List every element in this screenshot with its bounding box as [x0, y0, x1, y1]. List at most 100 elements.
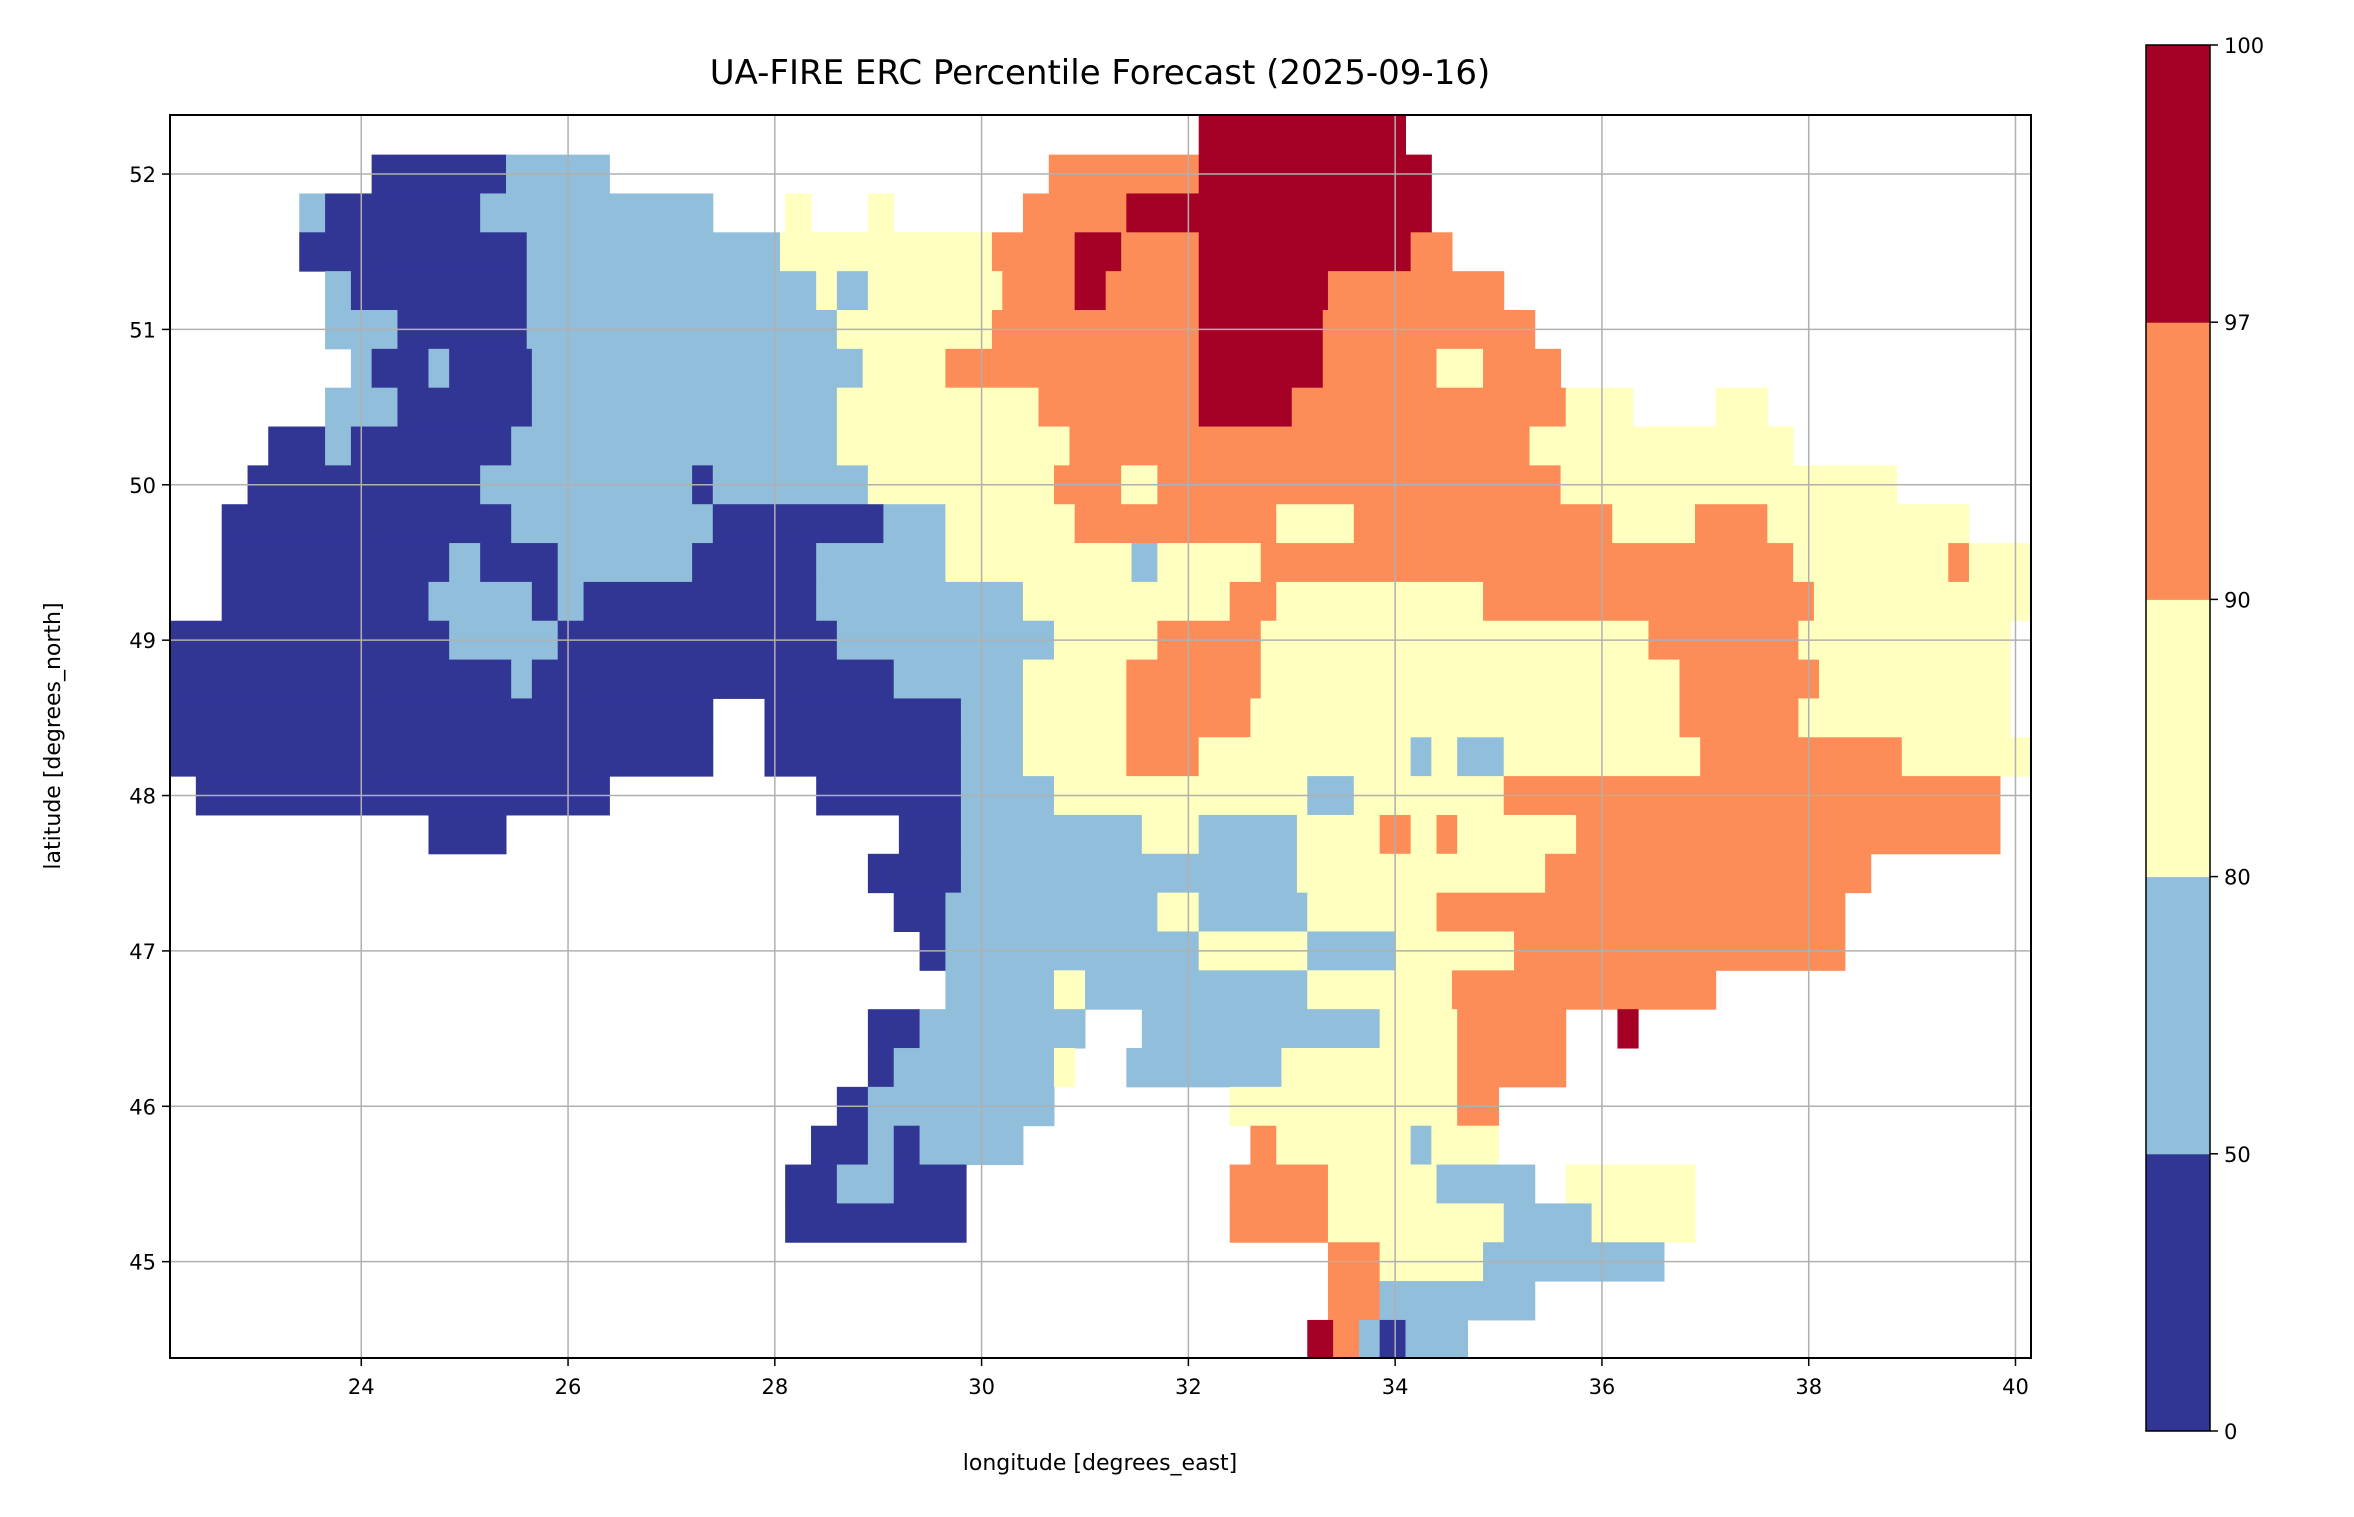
colorbar-segment [2146, 322, 2210, 600]
heatmap-cell [1157, 543, 1262, 583]
y-tick-label: 52 [129, 163, 156, 187]
heatmap-cell [945, 970, 1055, 1010]
heatmap-cell [1250, 1125, 1277, 1166]
heatmap-cell [1968, 543, 2032, 583]
heatmap-cell [1022, 698, 1127, 738]
colorbar-segment [2146, 599, 2210, 878]
heatmap-cell [1819, 659, 2011, 699]
chart-title: UA-FIRE ERC Percentile Forecast (2025-09… [710, 53, 1490, 93]
heatmap-cell [1022, 193, 1127, 233]
heatmap-cell [1617, 1009, 1639, 1049]
heatmap-cell [1410, 1125, 1432, 1166]
heatmap-cell [1576, 814, 2001, 855]
heatmap-cell [1483, 348, 1562, 389]
heatmap-cell [268, 426, 326, 466]
heatmap-cell [1307, 1319, 1334, 1359]
x-tick-label: 36 [1589, 1375, 1616, 1399]
heatmap-cell [1126, 659, 1262, 699]
heatmap-cell [1410, 737, 1432, 777]
heatmap-cell [1565, 387, 1634, 428]
heatmap-cell [1457, 737, 1505, 777]
heatmap-cell [1483, 581, 1815, 622]
heatmap-cell [1694, 504, 1768, 544]
heatmap-cell [350, 271, 528, 311]
heatmap-cell [867, 193, 895, 233]
heatmap-cell [1296, 814, 1381, 855]
heatmap-cell [1612, 504, 1696, 544]
colorbar-tick-label: 50 [2224, 1143, 2251, 1167]
heatmap-cell [712, 504, 884, 544]
heatmap-cell [1379, 1009, 1458, 1049]
heatmap-cell [1327, 1203, 1505, 1243]
colorbar-segment [2146, 45, 2210, 323]
heatmap-cell [350, 426, 512, 466]
heatmap-cell [397, 387, 533, 428]
heatmap-cell [1069, 426, 1531, 466]
heatmap-cell [1565, 1164, 1696, 1204]
heatmap-cell [867, 1125, 895, 1166]
heatmap-cell [531, 659, 895, 699]
heatmap-cell [1379, 1319, 1406, 1359]
heatmap-cell [945, 892, 1158, 932]
heatmap-cell [836, 271, 869, 311]
heatmap-cell [1131, 543, 1158, 583]
heatmap-cell [1436, 348, 1484, 389]
heatmap-cell [1126, 1048, 1282, 1088]
heatmap-cell [945, 348, 1200, 389]
y-tick-label: 49 [129, 629, 156, 653]
heatmap-cell [867, 1048, 895, 1088]
heatmap-cell [1229, 1164, 1329, 1204]
heatmap-cell [1074, 271, 1107, 311]
y-axis-ticks: 45 46 47 48 49 50 51 52 [129, 163, 170, 1275]
heatmap-cell [371, 348, 429, 389]
heatmap-cell [816, 543, 946, 583]
heatmap-cell [1084, 970, 1308, 1010]
heatmap-cell [170, 698, 714, 738]
heatmap-cell [170, 659, 512, 699]
heatmap-cell [1053, 970, 1086, 1010]
heatmap-cell [1679, 659, 1820, 699]
heatmap-cell [867, 271, 1003, 311]
heatmap-cell [1229, 581, 1277, 622]
heatmap-cell [1022, 737, 1127, 777]
heatmap-cell [836, 426, 1070, 466]
heatmap-cell [893, 1125, 921, 1166]
colorbar-tick-label: 90 [2224, 588, 2251, 612]
heatmap-cell [1198, 892, 1308, 932]
heatmap-cell [1798, 698, 2011, 738]
heatmap-cell [862, 348, 946, 389]
heatmap-cell [1250, 698, 1680, 738]
heatmap-cell [867, 853, 962, 894]
heatmap-cell [785, 1203, 967, 1243]
heatmap-cell [1074, 232, 1122, 272]
colorbar-frame [2145, 44, 2211, 1432]
colorbar-tick-label: 100 [2224, 34, 2264, 58]
heatmap-cell [449, 348, 533, 389]
colorbar-segment [2146, 876, 2210, 1155]
heatmap-cell [526, 232, 781, 272]
x-axis-ticks: 24 26 28 30 32 34 36 38 40 [348, 1358, 2029, 1399]
heatmap-cell [1121, 232, 1200, 272]
heatmap-cell [428, 814, 507, 855]
x-tick-label: 34 [1382, 1375, 1409, 1399]
y-tick-label: 47 [129, 940, 156, 964]
heatmap-cell [1141, 1009, 1381, 1049]
heatmap-cell [1327, 1164, 1438, 1204]
heatmap-cell [1141, 814, 1200, 855]
y-tick-label: 48 [129, 785, 156, 809]
heatmap-cell [893, 659, 1024, 699]
colorbar: 0 50 80 90 97 100 [2145, 34, 2264, 1444]
heatmap-cell [1198, 387, 1293, 428]
heatmap-cell [1700, 737, 1903, 777]
heatmap-cell [299, 232, 528, 272]
heatmap-cell [1307, 970, 1453, 1010]
heatmap-cell [960, 814, 1143, 855]
heatmap-cell [1353, 504, 1613, 544]
heatmap-cell [945, 543, 1133, 583]
heatmap-cell [991, 232, 1076, 272]
heatmap-cell [1074, 504, 1277, 544]
heatmap-cell [898, 814, 962, 855]
heatmap-cell [1198, 232, 1412, 272]
heatmap-cell [1436, 814, 1458, 855]
